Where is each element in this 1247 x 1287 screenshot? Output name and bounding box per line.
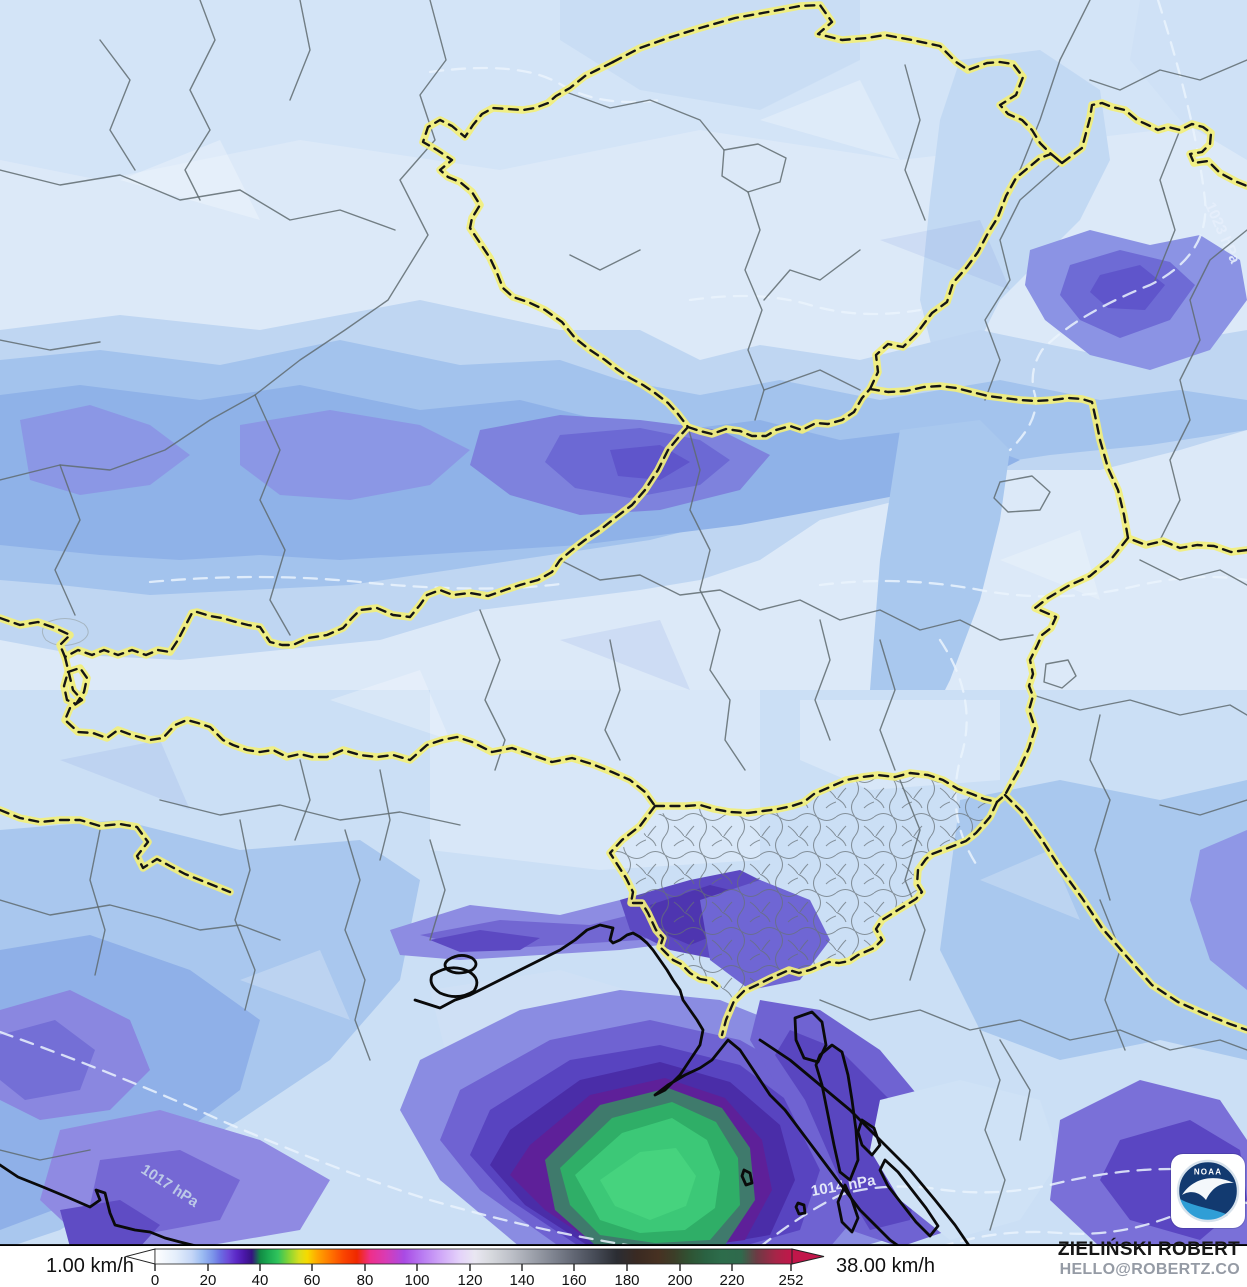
tick-label: 252 xyxy=(778,1272,803,1287)
credit-block: ZIELIŃSKI ROBERT HELLO@ROBERTZ.CO xyxy=(1057,1239,1240,1278)
colorbar-right-arrow xyxy=(791,1248,825,1265)
tick-label: 80 xyxy=(357,1272,374,1287)
tick-label: 60 xyxy=(304,1272,321,1287)
tick-label: 200 xyxy=(667,1272,692,1287)
tick-label: 100 xyxy=(404,1272,429,1287)
legend-bar: 1.00 km/h 0 20 40 60 80 100 120 140 160 … xyxy=(0,1246,1247,1287)
tick-label: 20 xyxy=(200,1272,217,1287)
colorbar-tick-labels: 0 20 40 60 80 100 120 140 160 180 200 22… xyxy=(151,1272,804,1287)
tick-label: 180 xyxy=(614,1272,639,1287)
colorbar xyxy=(154,1248,793,1265)
noaa-logo-text: NOAA xyxy=(1194,1168,1222,1177)
colorbar-ticks xyxy=(154,1264,792,1271)
legend-min-label: 1.00 km/h xyxy=(46,1255,134,1277)
noaa-emblem-icon: NOAA xyxy=(1176,1159,1240,1223)
credit-author: ZIELIŃSKI ROBERT xyxy=(1057,1239,1240,1260)
noaa-logo: NOAA xyxy=(1171,1154,1245,1228)
tick-label: 40 xyxy=(252,1272,269,1287)
credit-email: HELLO@ROBERTZ.CO xyxy=(1059,1260,1240,1278)
tick-label: 160 xyxy=(561,1272,586,1287)
tick-label: 0 xyxy=(151,1272,159,1287)
wind-speed-map: 1023 hPa 1017 hPa 1014 hPa xyxy=(0,0,1247,1247)
tick-label: 120 xyxy=(457,1272,482,1287)
tick-label: 220 xyxy=(719,1272,744,1287)
coastlines xyxy=(0,923,972,1247)
legend-max-label: 38.00 km/h xyxy=(836,1255,935,1277)
tick-label: 140 xyxy=(509,1272,534,1287)
slovenia-municipality-mesh xyxy=(610,773,997,1000)
